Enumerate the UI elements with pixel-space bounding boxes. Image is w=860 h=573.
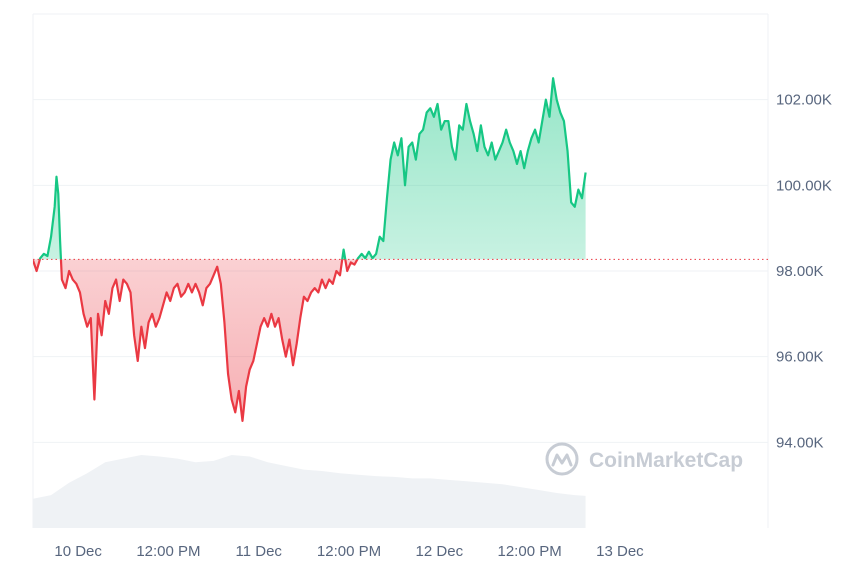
coinmarketcap-logo-icon xyxy=(545,442,579,476)
x-tick-label: 12:00 PM xyxy=(136,543,200,560)
x-tick-label: 13 Dec xyxy=(596,543,644,560)
volume-area xyxy=(33,455,586,528)
x-tick-label: 11 Dec xyxy=(236,543,283,560)
y-tick-label: 102.00K xyxy=(776,92,832,109)
area-above-baseline xyxy=(39,78,586,260)
y-tick-label: 100.00K xyxy=(776,177,832,194)
y-tick-label: 98.00K xyxy=(776,263,824,280)
x-tick-label: 12:00 PM xyxy=(498,543,562,560)
x-tick-label: 12 Dec xyxy=(416,543,464,560)
price-line-up xyxy=(38,77,587,260)
price-line-layer xyxy=(33,77,587,423)
x-axis-labels: 10 Dec 12:00 PM 11 Dec 12:00 PM 12 Dec 12:00 … xyxy=(54,543,644,560)
x-tick-label: 10 Dec xyxy=(54,543,102,560)
watermark-text: CoinMarketCap xyxy=(589,449,743,472)
grid-lines xyxy=(33,99,768,443)
y-axis-labels: 102.00K 100.00K 98.00K 96.00K 94.00K xyxy=(776,92,832,452)
volume-layer xyxy=(33,455,586,528)
area-layer xyxy=(33,78,586,421)
x-tick-label: 12:00 PM xyxy=(317,543,381,560)
coinmarketcap-watermark: CoinMarketCap xyxy=(545,442,743,476)
y-tick-label: 94.00K xyxy=(776,434,824,451)
price-line-down xyxy=(33,259,359,423)
area-below-baseline xyxy=(33,259,586,421)
y-tick-label: 96.00K xyxy=(776,349,824,366)
